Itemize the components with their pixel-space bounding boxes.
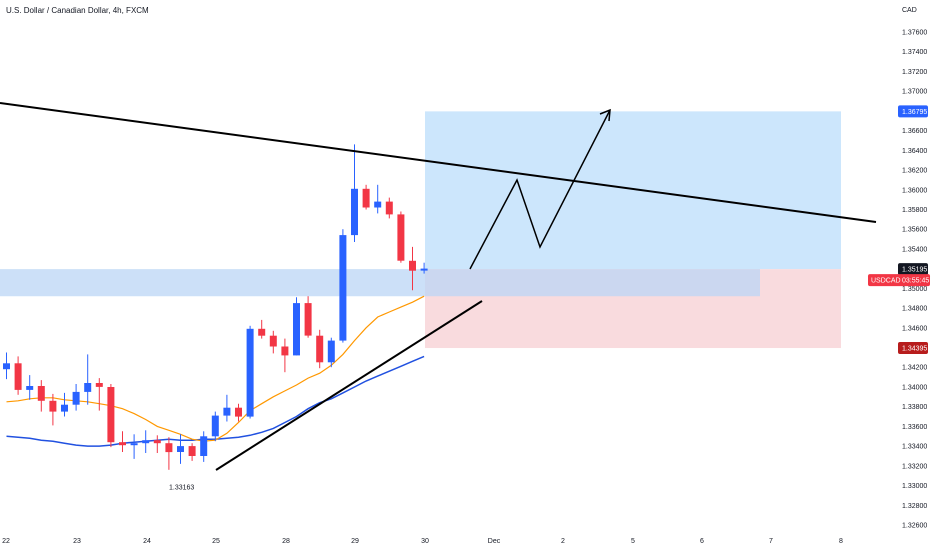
time-tick-label: 23 bbox=[73, 538, 81, 545]
price-tick-label: 1.37400 bbox=[902, 49, 927, 56]
stop-price-tag bbox=[898, 342, 928, 354]
time-tick-label: 7 bbox=[769, 538, 773, 545]
time-tick-label: 24 bbox=[143, 538, 151, 545]
candles bbox=[3, 144, 428, 470]
candle-body bbox=[177, 446, 184, 452]
candle-body bbox=[72, 391, 80, 405]
price-tick-label: 1.33200 bbox=[902, 463, 927, 470]
price-tick-label: 1.32800 bbox=[902, 503, 927, 510]
price-tick-label: 1.37200 bbox=[902, 69, 927, 76]
time-tick-label: 30 bbox=[421, 538, 429, 545]
price-scale[interactable]: CAD 1.37600 1.37400 1.37200 1.37000 1.36600 1… bbox=[868, 7, 930, 530]
candle-body bbox=[200, 436, 208, 456]
candle-body bbox=[281, 346, 289, 356]
candle-body bbox=[258, 328, 266, 336]
time-tick-label: 22 bbox=[2, 538, 10, 545]
candle-body bbox=[61, 404, 68, 412]
symbol-tag-label: USDCAD bbox=[871, 278, 901, 285]
currency-label: CAD bbox=[902, 7, 917, 14]
symbol-tag bbox=[868, 274, 930, 287]
candle-body bbox=[246, 328, 254, 417]
time-tick-label: 28 bbox=[282, 538, 290, 545]
support-trendline[interactable] bbox=[215, 300, 483, 471]
price-tick-label: 1.34600 bbox=[902, 325, 927, 332]
price-tick-label: 1.35600 bbox=[902, 227, 927, 234]
time-tick-label: Dec bbox=[488, 538, 501, 545]
candle-body bbox=[188, 446, 196, 456]
price-tick-label: 1.36400 bbox=[902, 148, 927, 155]
time-tick-label: 25 bbox=[212, 538, 220, 545]
price-tick-label: 1.33400 bbox=[902, 444, 927, 451]
candle-body bbox=[420, 268, 428, 271]
price-tick-label: 1.37600 bbox=[902, 30, 927, 37]
candle-body bbox=[3, 363, 10, 370]
target-zone[interactable] bbox=[425, 111, 841, 270]
candle-body bbox=[397, 214, 405, 261]
candle-body bbox=[119, 442, 126, 446]
bar-countdown-label: 03:55:45 bbox=[902, 278, 929, 285]
candle-body bbox=[316, 335, 324, 363]
candle-body bbox=[130, 443, 138, 446]
candle-body bbox=[409, 260, 416, 271]
candle-body bbox=[223, 407, 231, 416]
candle-body bbox=[211, 415, 219, 437]
price-tick-label: 1.36200 bbox=[902, 168, 927, 175]
support-band[interactable] bbox=[0, 269, 760, 297]
candle-body bbox=[153, 440, 161, 444]
price-tick-label: 1.34800 bbox=[902, 306, 927, 313]
candle-body bbox=[165, 443, 173, 453]
candle-body bbox=[142, 440, 150, 444]
time-tick-label: 8 bbox=[839, 538, 843, 545]
arrowhead-icon bbox=[599, 108, 611, 122]
candle-body bbox=[362, 188, 370, 208]
candle-body bbox=[235, 407, 242, 417]
price-tick-label: 1.36000 bbox=[902, 187, 927, 194]
price-tick-label: 1.35400 bbox=[902, 246, 927, 253]
candle-body bbox=[339, 235, 347, 341]
last-price-tag-label: 1.35195 bbox=[902, 267, 927, 274]
candle-body bbox=[49, 400, 57, 412]
target-price-tag bbox=[898, 105, 928, 118]
chart-title: U.S. Dollar / Canadian Dollar, 4h, FXCM bbox=[6, 6, 149, 15]
candle-body bbox=[293, 303, 300, 356]
candle-body bbox=[385, 201, 393, 215]
candle-body bbox=[84, 383, 92, 392]
price-tick-label: 1.33600 bbox=[902, 424, 927, 431]
candle-body bbox=[107, 387, 115, 443]
price-tick-label: 1.37000 bbox=[902, 89, 927, 96]
price-tick-label: 1.34000 bbox=[902, 385, 927, 392]
price-tick-label: 1.33800 bbox=[902, 404, 927, 411]
price-tick-label: 1.35000 bbox=[902, 286, 927, 293]
candle-body bbox=[26, 386, 34, 390]
price-tick-label: 1.32600 bbox=[902, 523, 927, 530]
price-tick-label: 1.35800 bbox=[902, 207, 927, 214]
price-tick-label: 1.34200 bbox=[902, 365, 927, 372]
candle-body bbox=[37, 386, 45, 401]
target-price-tag-label: 1.36795 bbox=[902, 109, 927, 116]
price-tick-label: 1.33000 bbox=[902, 483, 927, 490]
time-tick-label: 5 bbox=[631, 538, 635, 545]
time-axis[interactable]: 22 23 24 25 28 29 30 Dec 2 5 6 7 8 bbox=[2, 538, 843, 545]
candle-body bbox=[14, 363, 22, 390]
candle-body bbox=[269, 335, 277, 347]
candle-body bbox=[304, 303, 312, 336]
candle-body bbox=[327, 340, 335, 363]
time-tick-label: 2 bbox=[561, 538, 565, 545]
candle-body bbox=[351, 188, 358, 236]
low-price-label: 1.33163 bbox=[169, 484, 194, 491]
resistance-trendline[interactable] bbox=[0, 102, 877, 223]
candle-body bbox=[95, 383, 103, 387]
time-tick-label: 6 bbox=[700, 538, 704, 545]
candle-body bbox=[374, 201, 382, 208]
last-price-tag bbox=[898, 263, 928, 276]
projection-path[interactable] bbox=[469, 109, 611, 270]
stop-price-tag-label: 1.34395 bbox=[902, 346, 927, 353]
time-tick-label: 29 bbox=[351, 538, 359, 545]
price-tick-label: 1.36600 bbox=[902, 128, 927, 135]
